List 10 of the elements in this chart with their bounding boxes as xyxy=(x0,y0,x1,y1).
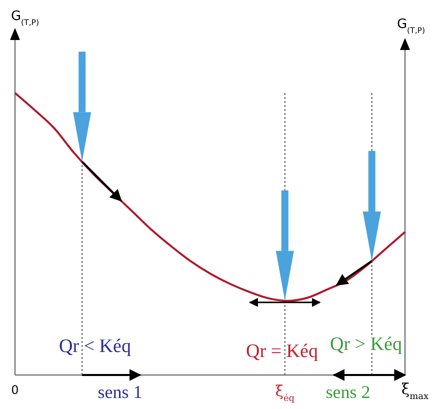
annotation: Qr < Kéq xyxy=(59,336,132,357)
text: G$_{(T,P)}$ xyxy=(396,17,426,34)
text: ξ$_{éq}$ xyxy=(275,382,295,404)
text: sens 1 xyxy=(98,382,142,402)
text: 0 xyxy=(11,383,19,397)
text: G$_{(T,P)}$ xyxy=(10,9,40,26)
annotation: Qr = Kéq xyxy=(246,341,318,362)
text: ξ$_{max}$ xyxy=(401,380,429,402)
text: sens 2 xyxy=(326,382,370,402)
annotation: Qr > Kéq xyxy=(330,334,402,355)
